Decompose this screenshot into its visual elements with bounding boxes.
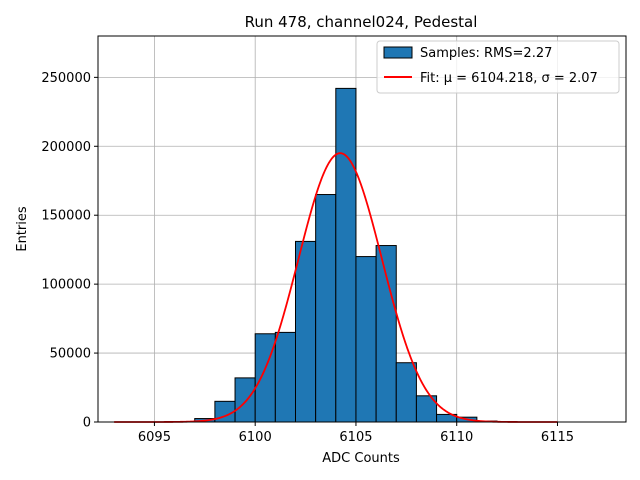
histogram-bar [395,362,417,423]
y-tick-label: 0 [83,416,91,431]
x-tick-label: 6105 [339,430,372,445]
histogram-bar [335,87,357,423]
x-tick-label: 6095 [138,430,171,445]
y-tick-label: 50000 [50,347,91,362]
y-axis-ticks: 0 50000 100000 150000 200000 250000 [41,71,98,431]
histogram-bars [194,87,518,423]
y-axis-label: Entries [15,206,30,252]
x-tick-label: 6100 [239,430,272,445]
y-tick-label: 100000 [41,278,91,293]
legend-box [376,40,620,94]
y-tick-label: 250000 [41,71,91,86]
histogram-bar [294,240,317,423]
plot-frame [97,35,627,423]
x-tick-label: 6115 [541,430,574,445]
x-axis-ticks: 6095 6100 6105 6110 6115 [138,422,574,445]
legend-histogram-swatch [383,46,413,59]
legend-fit-label: Fit: μ = 6104.218, σ = 2.07 [420,71,598,86]
chart-title: Run 478, channel024, Pedestal [245,13,478,31]
histogram-bar [274,331,296,423]
y-tick-label: 200000 [41,140,91,155]
histogram-bar [355,256,377,423]
x-axis-label: ADC Counts [322,451,400,466]
histogram-bar [254,333,276,423]
histogram-bar [315,194,337,423]
legend-histogram-label: Samples: RMS=2.27 [420,46,552,61]
y-tick-label: 150000 [41,209,91,224]
x-tick-label: 6110 [440,430,473,445]
histogram-bar [234,377,256,423]
legend: Samples: RMS=2.27 Fit: μ = 6104.218, σ =… [376,40,620,94]
